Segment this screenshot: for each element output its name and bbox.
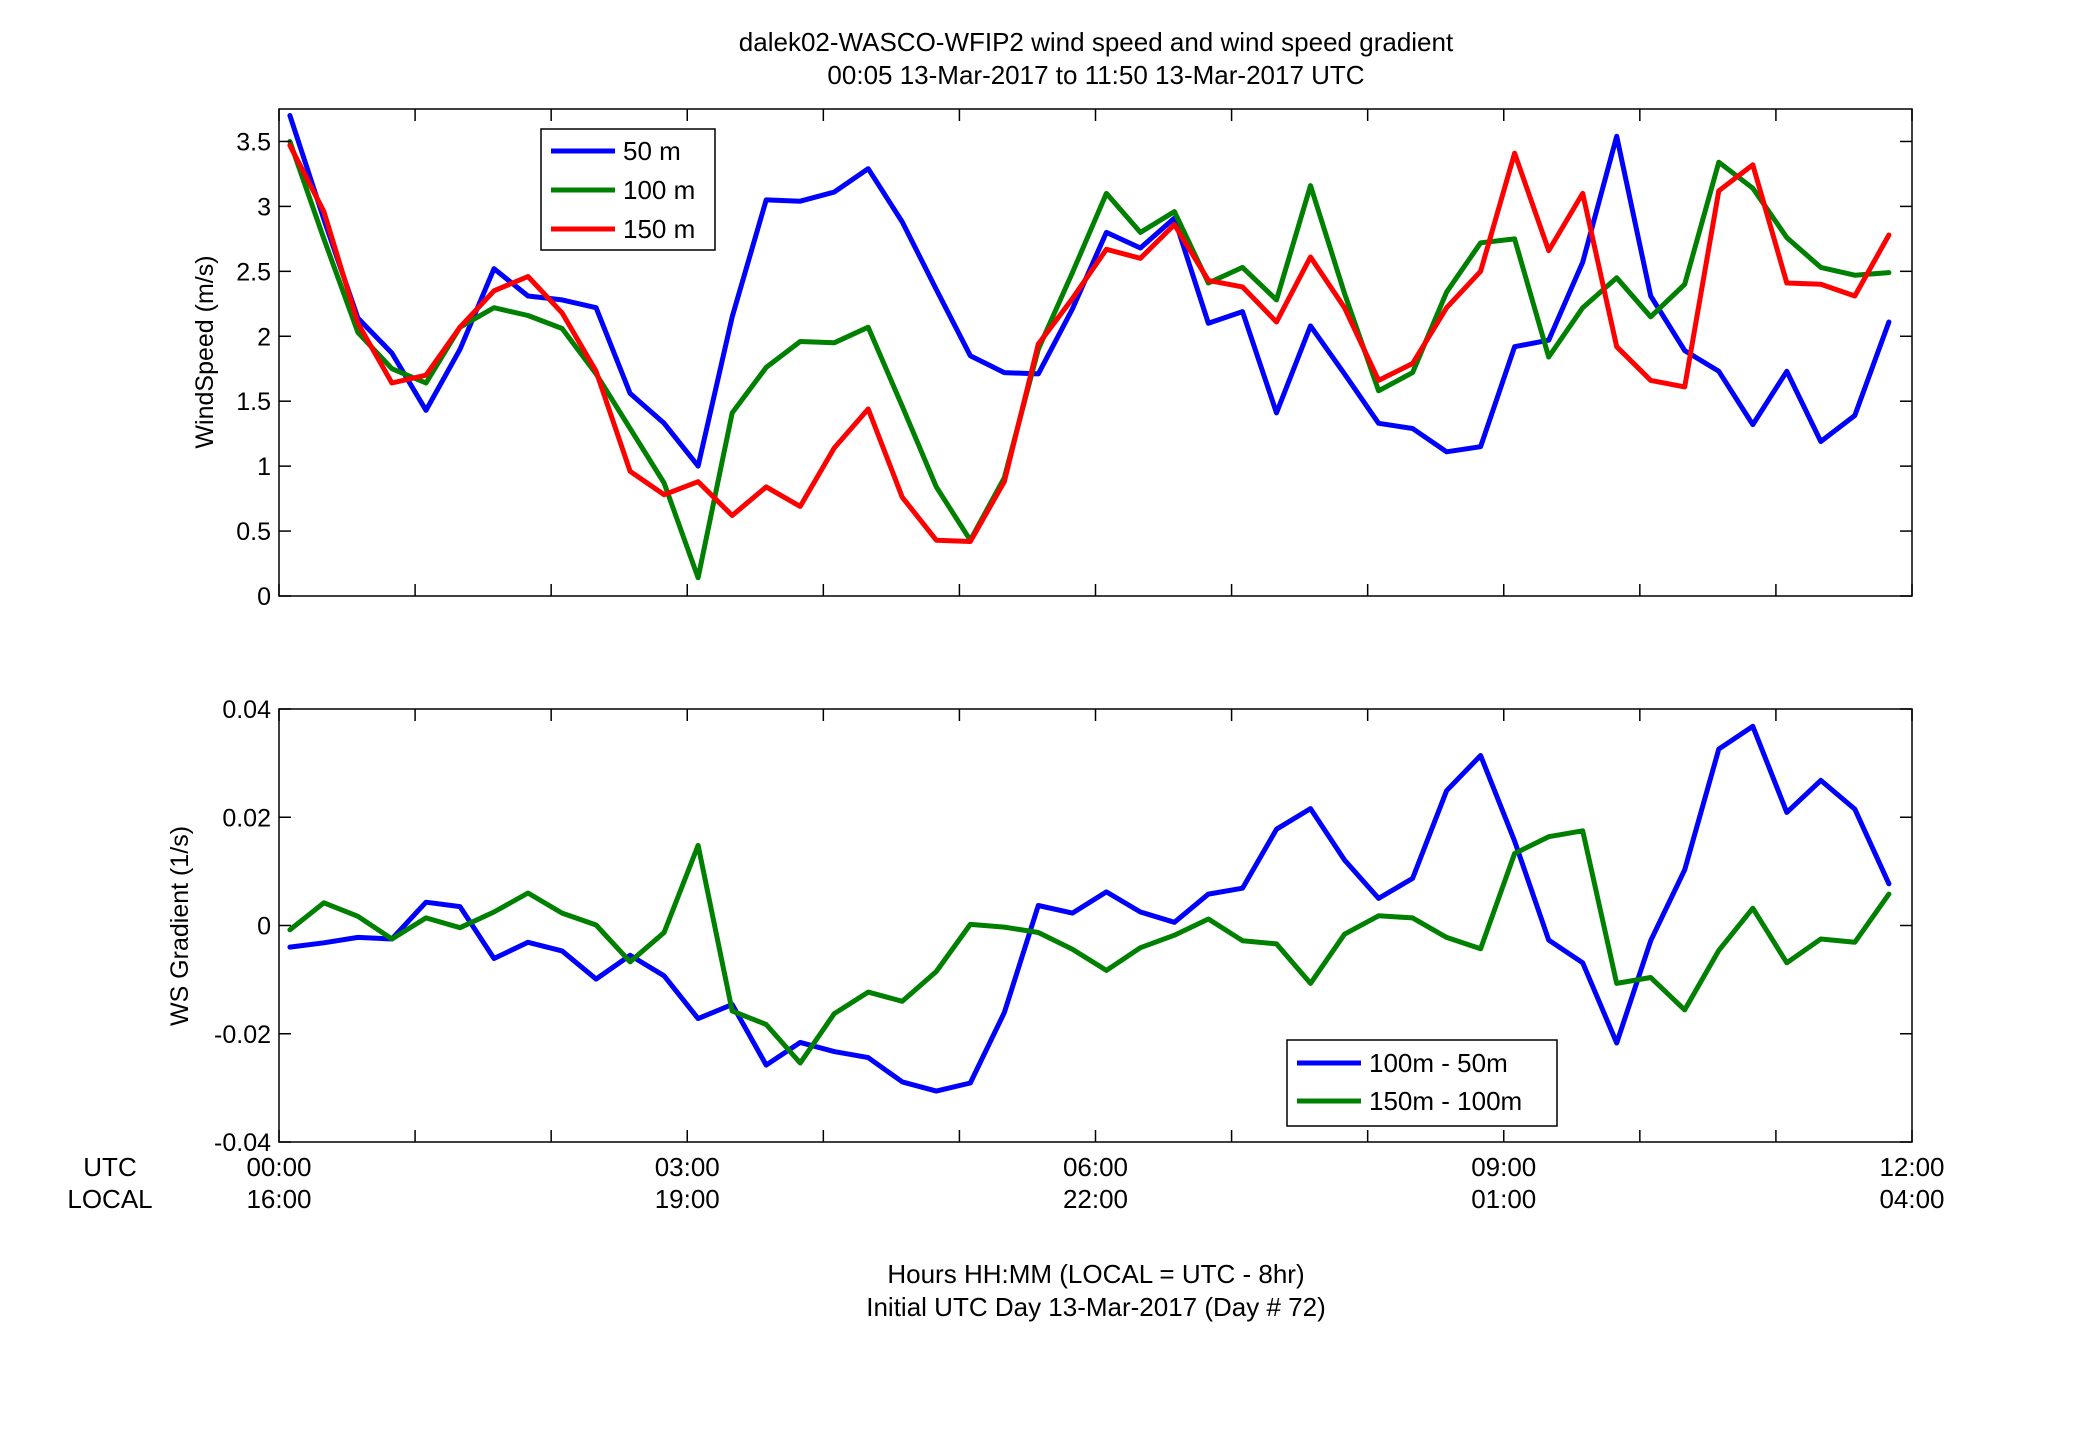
windspeed-legend-label-150-m: 150 m bbox=[623, 214, 695, 244]
x-tick-label-utc: 03:00 bbox=[655, 1152, 720, 1182]
windspeed-y-tick-label: 1 bbox=[257, 453, 271, 481]
x-axis-label-line2: Initial UTC Day 13-Mar-2017 (Day # 72) bbox=[866, 1292, 1326, 1322]
windspeed-legend-label-50-m: 50 m bbox=[623, 136, 681, 166]
x-tick-label-utc: 06:00 bbox=[1063, 1152, 1128, 1182]
utc-row-label: UTC bbox=[83, 1152, 136, 1182]
gradient-x-ticks bbox=[278, 709, 1913, 1142]
gradient-y-tick-label: 0 bbox=[257, 913, 271, 941]
gradient-series-line-100m-50m bbox=[287, 723, 1892, 1094]
windspeed-y-axis-label: WindSpeed (m/s) bbox=[191, 255, 219, 448]
gradient-y-ticks: -0.04 -0.02 0 0.02 0.04 bbox=[214, 696, 1912, 1157]
gradient-legend: 100m - 50m 150m - 100m bbox=[1286, 1039, 1558, 1127]
x-tick-label-local: 16:00 bbox=[246, 1184, 311, 1214]
x-tick-labels-utc: 00:00 03:00 06:00 09:00 12:00 bbox=[246, 1152, 1944, 1182]
gradient-panel: -0.04 -0.02 0 0.02 0.04 WS Gradient (1/s) 10… bbox=[166, 696, 1913, 1157]
gradient-y-tick-label: 0.02 bbox=[222, 804, 271, 832]
gradient-series-line-150m-100m bbox=[287, 828, 1892, 1066]
x-tick-label-local: 04:00 bbox=[1879, 1184, 1944, 1214]
x-tick-label-utc: 00:00 bbox=[246, 1152, 311, 1182]
x-tick-label-utc: 09:00 bbox=[1471, 1152, 1536, 1182]
windspeed-x-ticks bbox=[278, 109, 1913, 596]
gradient-legend-label-150m-100m: 150m - 100m bbox=[1369, 1086, 1522, 1116]
x-tick-label-utc: 12:00 bbox=[1879, 1152, 1944, 1182]
local-row-label: LOCAL bbox=[67, 1184, 152, 1214]
gradient-y-axis-label: WS Gradient (1/s) bbox=[166, 826, 194, 1026]
x-tick-label-local: 01:00 bbox=[1471, 1184, 1536, 1214]
chart-title-line1: dalek02-WASCO-WFIP2 wind speed and wind … bbox=[739, 27, 1454, 57]
gradient-legend-box bbox=[1286, 1039, 1558, 1127]
windspeed-series-line-150-m bbox=[287, 142, 1892, 544]
x-axis-label-line1: Hours HH:MM (LOCAL = UTC - 8hr) bbox=[887, 1259, 1304, 1289]
windspeed-legend-label-100-m: 100 m bbox=[623, 175, 695, 205]
gradient-y-tick-label: -0.04 bbox=[214, 1129, 271, 1157]
windspeed-y-tick-label: 0 bbox=[257, 583, 271, 611]
gradient-y-tick-label: -0.02 bbox=[214, 1021, 271, 1049]
gradient-legend-label-100m-50m: 100m - 50m bbox=[1369, 1048, 1508, 1078]
x-tick-labels-local: 16:00 19:00 22:00 01:00 04:00 bbox=[246, 1184, 1944, 1214]
windspeed-y-tick-label: 1.5 bbox=[236, 388, 271, 416]
gradient-legend-entries: 100m - 50m 150m - 100m bbox=[1297, 1048, 1522, 1116]
windspeed-y-tick-label: 3.5 bbox=[236, 128, 271, 156]
windspeed-legend-entries: 50 m 100 m 150 m bbox=[551, 136, 695, 244]
gradient-series-group bbox=[287, 723, 1892, 1094]
windspeed-y-tick-label: 2.5 bbox=[236, 258, 271, 286]
windspeed-y-tick-label: 2 bbox=[257, 323, 271, 351]
windspeed-series-line-100-m bbox=[287, 139, 1892, 581]
windspeed-series-group bbox=[287, 113, 1892, 581]
windspeed-panel: 0 0.5 1 1.5 2 2.5 3 3.5 WindSpeed (m/s) 50 m 100… bbox=[191, 108, 1913, 611]
windspeed-y-tick-label: 0.5 bbox=[236, 518, 271, 546]
x-tick-label-local: 19:00 bbox=[655, 1184, 720, 1214]
gradient-y-tick-label: 0.04 bbox=[222, 696, 271, 724]
chart-title-line2: 00:05 13-Mar-2017 to 11:50 13-Mar-2017 U… bbox=[827, 60, 1364, 90]
windspeed-y-tick-label: 3 bbox=[257, 193, 271, 221]
windspeed-y-ticks: 0 0.5 1 1.5 2 2.5 3 3.5 bbox=[236, 128, 1912, 611]
x-tick-label-local: 22:00 bbox=[1063, 1184, 1128, 1214]
windspeed-legend: 50 m 100 m 150 m bbox=[540, 128, 716, 251]
